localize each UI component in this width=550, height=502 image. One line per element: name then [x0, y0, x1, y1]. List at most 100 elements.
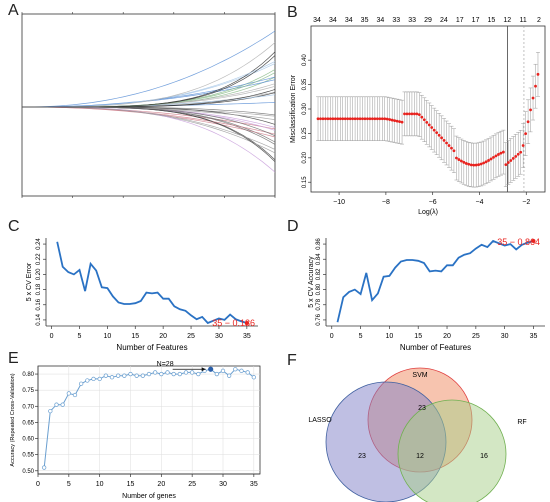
panel-label-d: D: [287, 218, 299, 235]
venn-circle-rf: [397, 399, 507, 502]
data-point: [66, 391, 71, 396]
x-tick-label: 5: [78, 333, 82, 340]
data-point: [60, 402, 65, 407]
x-axis-label: Number of Features: [116, 343, 187, 352]
data-point: [504, 163, 508, 167]
data-point: [321, 117, 325, 121]
data-point: [455, 156, 458, 160]
data-point: [190, 370, 195, 375]
x-tick-label: −10: [333, 199, 345, 206]
x-tick-label: 15: [131, 333, 139, 340]
y-tick-label: 0.75: [22, 388, 34, 394]
data-point: [245, 370, 250, 375]
data-point: [122, 373, 127, 378]
y-tick-label: 0.18: [36, 283, 42, 295]
x-tick-label: 25: [188, 481, 196, 488]
data-point: [457, 158, 461, 161]
data-point: [521, 144, 525, 147]
optimal-point: [208, 366, 214, 372]
best-point: [531, 239, 536, 244]
y-tick-label: 0.84: [316, 253, 322, 265]
data-point: [338, 117, 342, 121]
data-point: [450, 146, 453, 150]
data-point: [477, 163, 481, 167]
data-point: [432, 128, 436, 132]
x-tick-label: 30: [215, 333, 223, 340]
top-tick-label: 34: [377, 17, 385, 24]
data-point: [385, 117, 389, 121]
data-point: [514, 154, 518, 158]
data-point: [420, 115, 424, 119]
data-point: [506, 161, 510, 164]
x-tick-label: 10: [96, 481, 104, 488]
data-point: [380, 117, 384, 121]
data-point: [519, 150, 523, 154]
data-point: [85, 378, 90, 383]
annotation-label: N=28: [157, 361, 174, 368]
coefficient-path: [22, 30, 276, 108]
data-point: [390, 118, 394, 122]
data-point: [366, 117, 369, 121]
data-point: [214, 371, 219, 377]
y-tick-label: 0.86: [316, 238, 322, 250]
x-tick-label: 0: [50, 333, 54, 340]
y-tick-label: 0.16: [36, 298, 42, 310]
data-point: [497, 153, 500, 156]
data-point: [326, 117, 330, 121]
x-tick-label: 35: [530, 333, 538, 340]
y-tick-label: 0.20: [36, 268, 42, 280]
top-tick-label: 11: [520, 17, 527, 24]
data-point: [459, 159, 463, 163]
panel-label-a: A: [8, 2, 19, 19]
data-point: [494, 154, 498, 158]
data-point: [220, 368, 226, 373]
data-point: [48, 408, 53, 414]
venn-region-count: 12: [416, 453, 424, 460]
data-point: [109, 375, 115, 380]
data-point: [128, 371, 133, 377]
x-tick-label: 5: [359, 333, 363, 340]
panel-label-c: C: [8, 218, 20, 235]
y-axis-label: 5 x CV Error: [26, 262, 33, 301]
data-point: [363, 117, 367, 121]
data-point: [54, 402, 59, 407]
data-point: [405, 112, 409, 116]
data-point: [447, 144, 451, 147]
data-point: [361, 117, 364, 121]
data-point: [462, 160, 466, 164]
panel-label-f: F: [287, 352, 297, 369]
data-point: [378, 117, 382, 121]
data-point: [103, 373, 108, 378]
top-tick-label: 34: [313, 17, 321, 24]
y-tick-label: 0.80: [22, 372, 34, 378]
data-point: [442, 139, 446, 142]
top-tick-label: 29: [424, 17, 432, 24]
data-point: [42, 465, 47, 470]
data-point: [140, 373, 145, 378]
data-point: [489, 157, 493, 161]
data-point: [534, 84, 537, 88]
x-tick-label: 20: [159, 333, 167, 340]
top-tick-label: 2: [537, 17, 541, 24]
data-point: [479, 162, 483, 166]
data-point: [531, 96, 535, 100]
data-point: [499, 151, 503, 155]
data-point: [452, 149, 456, 153]
x-axis-label: Number of genes: [122, 493, 176, 500]
x-tick-label: 10: [103, 333, 111, 340]
data-point: [346, 117, 350, 121]
data-point: [341, 117, 345, 121]
data-point: [501, 150, 505, 154]
data-point: [437, 133, 441, 137]
data-point: [445, 141, 448, 145]
venn-region-count: 23: [358, 453, 366, 460]
plot-frame: [21, 13, 276, 197]
venn-label-lasso: LASSO: [308, 417, 332, 424]
top-tick-label: 33: [392, 17, 400, 24]
data-point: [146, 371, 152, 377]
data-point: [487, 159, 490, 162]
